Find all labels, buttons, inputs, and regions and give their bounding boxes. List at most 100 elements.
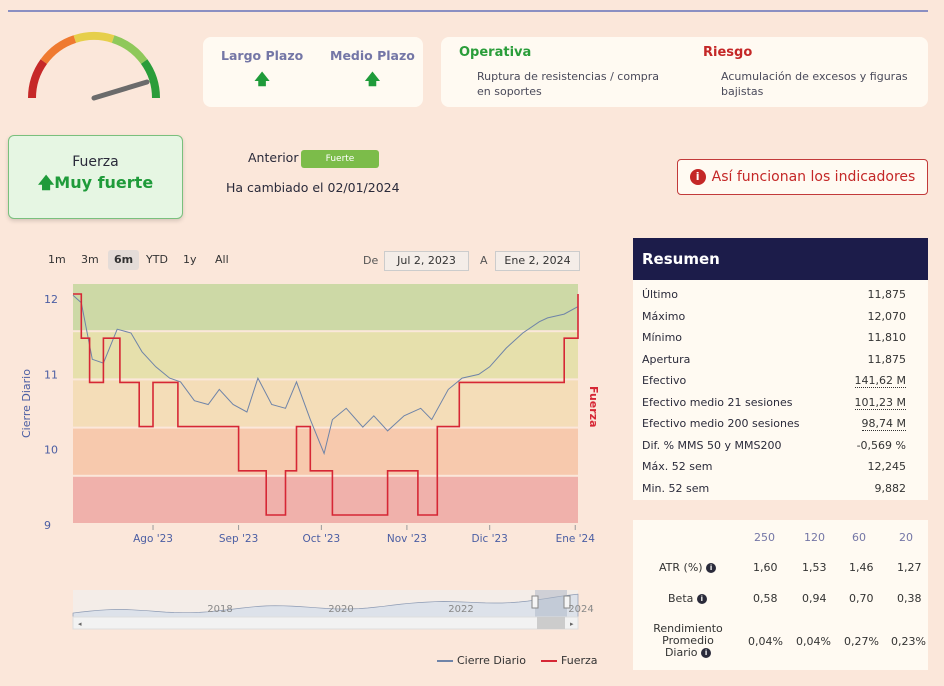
stats-cell: 0,27% [844, 635, 879, 648]
arrow-up-icon: 🡅 [254, 70, 270, 88]
fuerza-value: 🡅Muy fuerte [9, 172, 182, 199]
stats-cell: 1,53 [802, 561, 827, 574]
strength-band [73, 428, 578, 475]
stats-cell: 1,27 [897, 561, 922, 574]
price-strength-chart: 12 11 10 9 Ago '23 Sep '23 Oct '23 Nov '23 Dic … [44, 284, 595, 630]
indicators-info-button[interactable]: i Así funcionan los indicadores [677, 159, 928, 195]
resumen-row: Máximo 12,070 [642, 310, 906, 323]
legend-label: Fuerza [561, 654, 598, 667]
svg-text:▸: ▸ [570, 620, 574, 628]
range-button-1y[interactable]: 1y [177, 250, 203, 270]
stats-table: 250 120 60 20 ATR (%) i 1,60 1,53 1,46 1… [633, 520, 928, 670]
fuerza-label: Fuerza [72, 154, 119, 170]
date-from-input[interactable]: Jul 2, 2023 [384, 251, 469, 271]
long-term-label: Largo Plazo [221, 48, 304, 63]
legend-swatch [437, 659, 453, 662]
navigator[interactable]: 2018 2020 2022 2024 ◂ ▸ [72, 590, 594, 630]
medium-term-label: Medio Plazo [330, 48, 415, 63]
y-tick-label: 12 [44, 293, 58, 306]
x-tick-label: Sep '23 [219, 533, 258, 545]
stats-header: 20 [899, 531, 913, 544]
legend-swatch [541, 659, 557, 662]
x-tick-label: Nov '23 [387, 533, 427, 545]
fuerza-value-text: Muy fuerte [54, 173, 154, 192]
stats-cell: 0,70 [849, 592, 874, 605]
indicators-info-label: Así funcionan los indicadores [711, 169, 916, 185]
stats-cell: 1,46 [849, 561, 874, 574]
info-icon[interactable]: i [701, 648, 712, 658]
x-tick-label: Oct '23 [302, 533, 340, 545]
gauge-segment [111, 35, 148, 65]
stats-cell: 0,58 [753, 592, 778, 605]
riesgo-title: Riesgo [703, 45, 753, 60]
stats-cell: 0,94 [802, 592, 827, 605]
navigator-handle-left [531, 595, 539, 609]
navigator-year-label: 2024 [568, 604, 593, 615]
gauge-segment [28, 59, 48, 99]
gauge-needle [91, 79, 150, 101]
range-button-3m[interactable]: 3m [75, 250, 105, 270]
y-tick-label: 9 [44, 519, 51, 532]
x-tick-label: Dic '23 [472, 533, 508, 545]
riesgo-description: Acumulación de excesos y figuras bajista… [721, 70, 908, 98]
legend-item-fuerza[interactable]: Fuerza [541, 654, 598, 667]
resumen-panel: Resumen Último 11,875 Máximo 12,070 Mínimo… [633, 238, 928, 500]
navigator-year-label: 2022 [448, 604, 473, 615]
date-to-input[interactable]: Ene 2, 2024 [495, 251, 580, 271]
strength-gauge [28, 32, 160, 101]
range-button-1m[interactable]: 1m [42, 250, 72, 270]
strength-band [73, 332, 578, 379]
stats-cell: 1,60 [753, 561, 778, 574]
anterior-badge: Fuerte [301, 150, 379, 168]
y-tick-label: 11 [44, 368, 58, 381]
top-divider [8, 10, 928, 12]
stats-cell: 0,04% [748, 635, 783, 648]
x-tick-label: Ago '23 [133, 533, 173, 545]
navigator-scrollbar-thumb [537, 617, 565, 629]
strength-band [73, 380, 578, 427]
stats-header: 60 [852, 531, 866, 544]
date-to-label: A [480, 254, 488, 267]
anterior-label: Anterior [248, 150, 299, 165]
beta-label: Beta i [668, 592, 707, 605]
fuerza-status-box: Fuerza 🡅Muy fuerte [8, 135, 183, 219]
long-term-trend: Largo Plazo 🡅 [221, 48, 303, 94]
resumen-row: Min. 52 sem 9,882 [642, 482, 906, 495]
arrow-up-icon: 🡅 [37, 173, 55, 192]
navigator-window [535, 590, 567, 618]
gauge-segment [40, 35, 77, 65]
strength-band [73, 476, 578, 523]
operativa-title: Operativa [459, 45, 532, 60]
resumen-row: Apertura 11,875 [642, 353, 906, 366]
gauge-segment [140, 59, 160, 99]
stats-cell: 0,38 [897, 592, 922, 605]
resumen-row: Último 11,875 [642, 288, 906, 301]
arrow-up-icon: 🡅 [364, 70, 381, 88]
series-line-cierre-diario [72, 294, 579, 456]
stats-header: 120 [804, 531, 825, 544]
navigator-year-label: 2020 [328, 604, 353, 615]
navigator-year-label: 2018 [207, 604, 232, 615]
date-from-label: De [363, 254, 379, 267]
legend-label: Cierre Diario [457, 654, 526, 667]
resumen-row: Máx. 52 sem 12,245 [642, 460, 906, 473]
info-icon[interactable]: i [696, 594, 707, 604]
gauge-segment [73, 32, 115, 43]
stats-cell: 0,23% [891, 635, 926, 648]
resumen-row: Efectivo 141,62 M [642, 374, 906, 388]
atr-label: ATR (%) i [659, 561, 717, 574]
resumen-row: Mínimo 11,810 [642, 331, 906, 344]
range-button-ytd[interactable]: YTD [140, 250, 174, 270]
strength-band [73, 284, 578, 331]
term-trend-card: Largo Plazo 🡅 Medio Plazo 🡅 [203, 37, 423, 107]
range-button-all[interactable]: All [209, 250, 235, 270]
svg-text:◂: ◂ [78, 620, 82, 628]
range-button-6m[interactable]: 6m [108, 250, 140, 270]
medium-term-trend: Medio Plazo 🡅 [330, 48, 415, 94]
info-icon: i [689, 169, 706, 185]
legend-item-cierre-diario[interactable]: Cierre Diario [437, 654, 526, 667]
info-icon[interactable]: i [706, 563, 717, 573]
stats-header: 250 [754, 531, 775, 544]
navigator-scrollbar [72, 616, 579, 630]
rendimiento-label: Rendimiento Promedio Diario i [653, 622, 723, 659]
